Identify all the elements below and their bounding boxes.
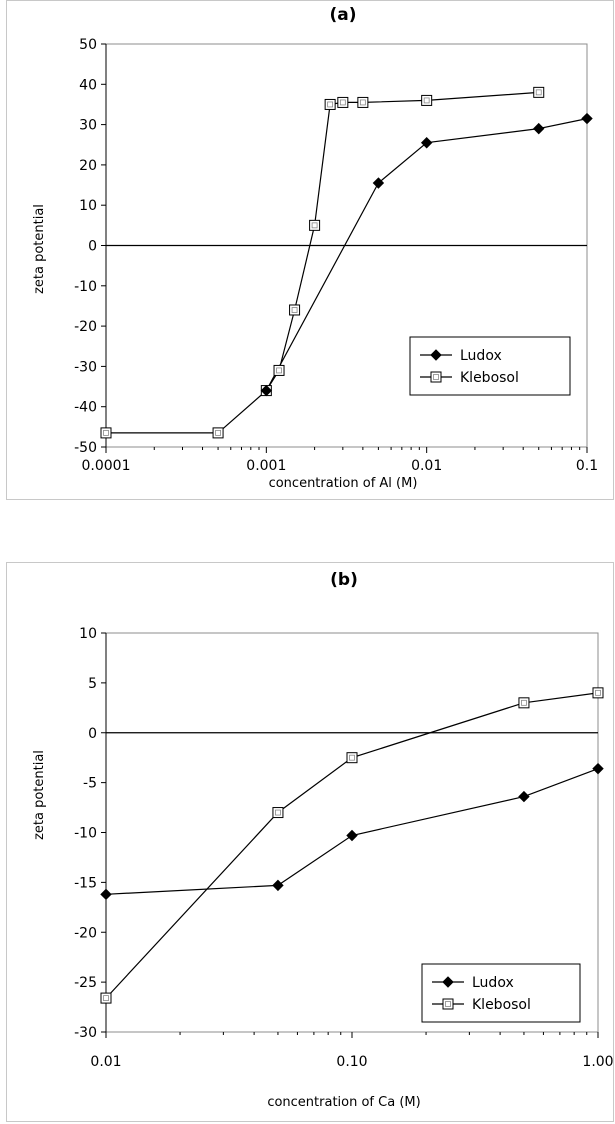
y-tick-label: 50 (79, 37, 97, 53)
y-tick-label: -30 (74, 1025, 97, 1041)
data-point (518, 697, 530, 709)
legend-box (421, 963, 581, 1023)
data-point (533, 122, 545, 135)
y-tick-label: 5 (88, 676, 97, 692)
series-line-klebosol (105, 692, 599, 999)
data-point (442, 976, 454, 988)
chart-panel-b (6, 562, 614, 1122)
y-tick-label: 10 (79, 198, 97, 214)
data-point (337, 96, 349, 108)
chart-title: (a) (329, 5, 356, 25)
data-point (346, 829, 358, 842)
legend-label: Ludox (460, 348, 502, 364)
y-tick-label: 30 (79, 118, 97, 134)
y-tick-label: -50 (74, 440, 97, 456)
data-point (212, 427, 224, 439)
y-tick-label: 0 (88, 239, 97, 255)
data-point (430, 349, 442, 361)
y-tick-label: -10 (74, 279, 97, 295)
legend-box (409, 336, 571, 396)
x-tick-label: 0.0001 (82, 458, 131, 474)
data-point (581, 112, 593, 125)
data-point (372, 177, 385, 189)
chart-panel-a (6, 0, 614, 500)
legend-label: Ludox (472, 975, 514, 991)
chart-b: (b) zeta potential concentration of Ca (… (32, 570, 614, 1110)
x-axis-title: concentration of Al (M) (269, 476, 418, 491)
y-tick-label: -15 (74, 875, 97, 891)
data-point (272, 879, 284, 892)
y-tick-label: -20 (74, 319, 97, 335)
y-tick-label: -25 (74, 975, 97, 991)
x-tick-label: 0.01 (411, 458, 442, 474)
data-point (309, 219, 321, 231)
data-point (272, 807, 284, 819)
data-point (260, 384, 273, 397)
y-tick-label: 40 (79, 77, 97, 93)
data-point (324, 98, 336, 110)
y-tick-label: -5 (83, 776, 97, 792)
y-tick-label: 10 (79, 626, 97, 642)
y-tick-label: 0 (88, 726, 97, 742)
y-tick-label: -20 (74, 925, 97, 941)
x-tick-label: 0.1 (576, 458, 598, 474)
data-point (357, 96, 369, 108)
legend-label: Klebosol (460, 370, 519, 386)
x-tick-label: 0.01 (90, 1054, 121, 1070)
data-point (442, 998, 454, 1010)
data-point (100, 992, 112, 1004)
y-tick-label: 20 (79, 158, 97, 174)
data-point (518, 790, 530, 803)
chart-a: (a) zeta potential concentration of Al (… (32, 5, 598, 491)
y-axis-title: zeta potential (32, 204, 47, 294)
chart-title: (b) (330, 570, 358, 590)
data-point (533, 86, 545, 98)
data-point (592, 762, 604, 775)
y-tick-label: -30 (74, 359, 97, 375)
x-axis-title: concentration of Ca (M) (267, 1095, 420, 1110)
x-tick-label: 0.10 (336, 1054, 367, 1070)
y-tick-label: -40 (74, 400, 97, 416)
data-point (592, 687, 604, 699)
data-point (289, 304, 301, 316)
data-point (420, 137, 433, 149)
legend-label: Klebosol (472, 997, 531, 1013)
data-point (100, 427, 112, 439)
data-point (430, 371, 442, 383)
data-point (421, 94, 433, 106)
data-point (100, 888, 112, 901)
y-axis-title: zeta potential (32, 750, 47, 840)
x-tick-label: 0.001 (246, 458, 286, 474)
data-point (346, 752, 358, 764)
x-tick-label: 1.00 (582, 1054, 613, 1070)
data-point (273, 364, 285, 376)
y-tick-label: -10 (74, 826, 97, 842)
